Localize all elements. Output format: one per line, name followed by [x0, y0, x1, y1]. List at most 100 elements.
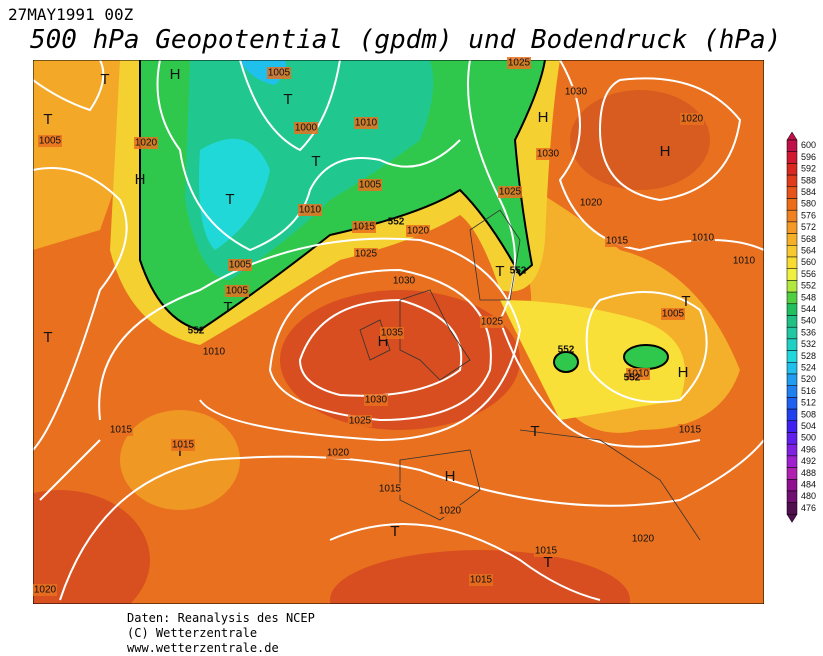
isobar-label-bg: [691, 232, 715, 244]
isobar-label-bg: [38, 135, 62, 147]
isobar-label-bg: [354, 117, 378, 129]
isobar-label: 1020: [439, 506, 462, 517]
legend-swatch: [786, 397, 798, 410]
pressure-center: T: [223, 299, 232, 316]
legend-swatch: [786, 338, 798, 351]
isobar-label: 1035: [381, 328, 404, 339]
legend-swatch: [786, 420, 798, 433]
legend-swatch: [786, 245, 798, 258]
isobar-label: 1015: [110, 425, 133, 436]
pressure-center: H: [378, 333, 389, 350]
legend-swatch: [786, 268, 798, 281]
legend-label: 492: [801, 456, 816, 466]
legend-label: 588: [801, 175, 816, 185]
isobar-label-bg: [267, 67, 291, 79]
isobar-label: 1015: [353, 222, 376, 233]
legend-label: 572: [801, 222, 816, 232]
legend-arrow: [786, 514, 798, 523]
legend-swatch: [786, 385, 798, 398]
isobar-label-bg: [480, 316, 504, 328]
legend-label: 476: [801, 503, 816, 513]
legend-swatch: [786, 326, 798, 340]
isobar-label: 1005: [359, 180, 382, 191]
legend-swatch: [786, 139, 798, 152]
isobar-label-bg: [171, 439, 195, 451]
isobar-label-bg: [225, 285, 249, 297]
legend-swatch: [786, 373, 798, 386]
legend-swatch: [786, 303, 798, 316]
legend-label: 528: [801, 351, 816, 361]
legend-swatch: [786, 209, 798, 223]
legend-label: 560: [801, 257, 816, 267]
isobar-label-bg: [348, 415, 372, 427]
isobar-label: 1020: [34, 585, 57, 596]
height-label: 552: [510, 266, 527, 277]
pressure-center: T: [543, 554, 552, 571]
legend-label: 548: [801, 292, 816, 302]
isobar-label-bg: [534, 545, 558, 557]
isobar-label-bg: [378, 483, 402, 495]
pressure-center: T: [43, 111, 52, 128]
footer-line: Daten: Reanalysis des NCEP: [127, 611, 315, 625]
legend-label: 524: [801, 363, 816, 373]
isobar-label-bg: [438, 505, 462, 517]
isobar-label: 1020: [327, 448, 350, 459]
pressure-center: T: [225, 191, 234, 208]
isobar-label-bg: [626, 368, 650, 380]
isobar-label-bg: [134, 137, 158, 149]
isobar-label: 1010: [733, 256, 756, 267]
legend-swatch: [786, 443, 798, 457]
legend-swatch: [786, 198, 798, 211]
legend-arrow: [786, 131, 798, 141]
isobar-label: 1030: [393, 276, 416, 287]
pressure-center: H: [678, 364, 689, 381]
isobar-label: 1015: [172, 440, 195, 451]
legend-label: 536: [801, 327, 816, 337]
legend-label: 596: [801, 152, 816, 162]
legend-label: 544: [801, 304, 816, 314]
isobar-label: 1025: [499, 187, 522, 198]
legend-swatch: [786, 455, 798, 468]
isobar-label: 1020: [135, 138, 158, 149]
isobar-label: 1020: [580, 198, 603, 209]
pressure-center: H: [170, 66, 181, 83]
legend-label: 552: [801, 281, 816, 291]
pressure-center: H: [538, 109, 549, 126]
isobar-label: 1010: [692, 233, 715, 244]
pressure-center: H: [445, 468, 456, 485]
isobar-label: 1025: [481, 317, 504, 328]
isobar-label: 1005: [39, 136, 62, 147]
legend-swatch: [786, 174, 798, 188]
isobar-label-bg: [109, 424, 133, 436]
date: 27MAY1991 00Z: [8, 5, 134, 24]
isobar-label: 1015: [606, 236, 629, 247]
legend-label: 592: [801, 164, 816, 174]
isobar-label-bg: [352, 221, 376, 233]
pressure-center: T: [495, 263, 504, 280]
isobar-label: 1015: [470, 575, 493, 586]
pressure-center: T: [43, 329, 52, 346]
isobar-label-bg: [33, 584, 57, 596]
height-label: 552: [388, 217, 405, 228]
isobar-label: 1005: [268, 68, 291, 79]
isobar-label-bg: [732, 255, 756, 267]
isobar-label-bg: [579, 197, 603, 209]
legend-label: 532: [801, 339, 816, 349]
isobar-label-bg: [498, 186, 522, 198]
legend-label: 484: [801, 480, 816, 490]
isobar-label: 1025: [508, 58, 531, 69]
isobar-label: 1010: [627, 369, 650, 380]
legend-label: 488: [801, 468, 816, 478]
legend-swatch: [786, 432, 798, 445]
legend-swatch: [786, 163, 798, 176]
legend-label: 512: [801, 398, 816, 408]
legend-label: 520: [801, 374, 816, 384]
footer-line: (C) Wetterzentrale: [127, 626, 257, 640]
legend-label: 508: [801, 409, 816, 419]
legend: 6005965925885845805765725685645605565525…: [786, 131, 816, 523]
height-label: 552: [188, 326, 205, 337]
isobar-label-bg: [605, 235, 629, 247]
pressure-center: T: [175, 443, 184, 460]
